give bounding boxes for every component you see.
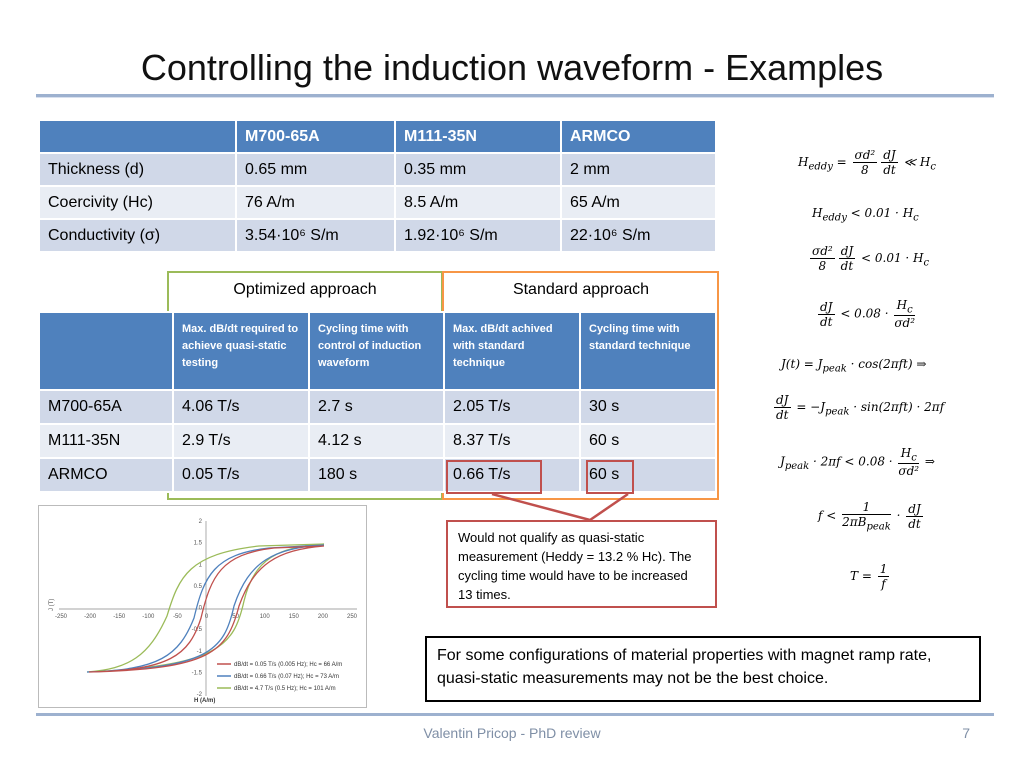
conclusion-box: For some configurations of material prop…	[425, 636, 981, 702]
legend-entry: dB/dt = 0.05 T/s (0.005 Hz); Hc = 66 A/m	[234, 662, 342, 668]
header-cell: Cycling time with control of induction w…	[308, 311, 445, 391]
header-cell: Max. dB/dt required to achieve quasi-sta…	[172, 311, 310, 391]
equation: Heddy = σd² 8 dJ dt ≪ Hc	[798, 148, 936, 177]
hysteresis-graph: -250 -200 -150 -100 -50 0 50 100 150 200 250 2 1.5 1…	[38, 505, 367, 708]
equation: dJ dt < 0.08 · Hc σd²	[818, 298, 916, 331]
header-cell	[38, 119, 237, 154]
y-tick-label: 1	[199, 562, 203, 568]
legend-entry: dB/dt = 4.7 T/s (0.5 Hz); Hc = 101 A/m	[234, 686, 336, 692]
header-cell: Cycling time with standard technique	[579, 311, 717, 391]
table-row: M111-35N 2.9 T/s 4.12 s 8.37 T/s 60 s	[38, 423, 717, 459]
equation: Heddy < 0.01 · Hc	[812, 206, 919, 224]
equation: dJ dt = −Jpeak · sin(2πft) · 2πf	[774, 393, 945, 422]
highlight-box-dbdt	[446, 460, 542, 494]
table-row: ARMCO 0.05 T/s 180 s 0.66 T/s 60 s	[38, 457, 717, 493]
footer-rule	[36, 713, 994, 716]
legend-entry: dB/dt = 0.66 T/s (0.07 Hz); Hc = 73 A/m	[234, 674, 339, 680]
table-row: Thickness (d) 0.65 mm 0.35 mm 2 mm	[38, 152, 717, 187]
equation: σd² 8 dJ dt < 0.01 · Hc	[810, 244, 930, 273]
table-row: Coercivity (Hc) 76 A/m 8.5 A/m 65 A/m	[38, 185, 717, 220]
x-tick-label: -50	[173, 614, 182, 620]
x-tick-label: 150	[289, 614, 300, 620]
header-cell	[38, 311, 174, 391]
loop-blue	[86, 544, 325, 673]
x-axis-label: H (A/m)	[194, 698, 215, 704]
header-cell: Max. dB/dt achived with standard techniq…	[443, 311, 581, 391]
header-cell: M111-35N	[394, 119, 562, 154]
footer-author: Valentin Pricop - PhD review	[423, 725, 601, 741]
table-row: M700-65A 4.06 T/s 2.7 s 2.05 T/s 30 s	[38, 389, 717, 425]
y-tick-label: -2	[197, 692, 203, 698]
x-tick-label: -250	[55, 614, 68, 620]
legend: dB/dt = 0.05 T/s (0.005 Hz); Hc = 66 A/m…	[217, 662, 342, 692]
y-tick-label: 0	[199, 606, 203, 612]
x-tick-label: -200	[84, 614, 97, 620]
x-tick-label: 100	[260, 614, 271, 620]
x-tick-label: 200	[318, 614, 329, 620]
page-number: 7	[962, 725, 970, 741]
x-tick-label: -150	[113, 614, 126, 620]
cycling-time-table: Max. dB/dt required to achieve quasi-sta…	[38, 311, 717, 493]
y-tick-label: -1.5	[192, 670, 203, 676]
highlight-box-time	[586, 460, 634, 494]
y-tick-label: 2	[199, 519, 203, 525]
x-tick-label: -100	[142, 614, 155, 620]
callout-note: Would not qualify as quasi-static measur…	[446, 520, 717, 608]
standard-approach-label: Standard approach	[512, 281, 650, 298]
loop-red	[88, 545, 325, 673]
equation: J(t) = Jpeak · cos(2πft) ⇒	[781, 357, 927, 375]
header-cell: M700-65A	[235, 119, 396, 154]
y-tick-label: -1	[197, 649, 203, 655]
equation: Jpeak · 2πf < 0.08 · Hc σd² ⇒	[780, 446, 935, 479]
slide-title: Controlling the induction waveform - Exa…	[140, 47, 884, 88]
title-rule	[36, 94, 994, 97]
x-tick-label: 0	[205, 614, 209, 620]
y-tick-label: 0.5	[194, 584, 203, 590]
table-row: Conductivity (σ) 3.54·10⁶ S/m 1.92·10⁶ S/m…	[38, 218, 717, 253]
hysteresis-plot: -250 -200 -150 -100 -50 0 50 100 150 200 250 21.51…	[49, 519, 358, 704]
y-tick-label: 1.5	[194, 541, 203, 547]
x-tick-label: 250	[347, 614, 358, 620]
equation: f < 1 2πBpeak · dJ dt	[818, 500, 923, 533]
header-cell: ARMCO	[560, 119, 717, 154]
material-properties-table: M700-65A M111-35N ARMCO Thickness (d) 0.6…	[38, 119, 717, 253]
y-axis-label: J (T)	[49, 599, 55, 611]
optimized-approach-label: Optimized approach	[233, 281, 377, 298]
